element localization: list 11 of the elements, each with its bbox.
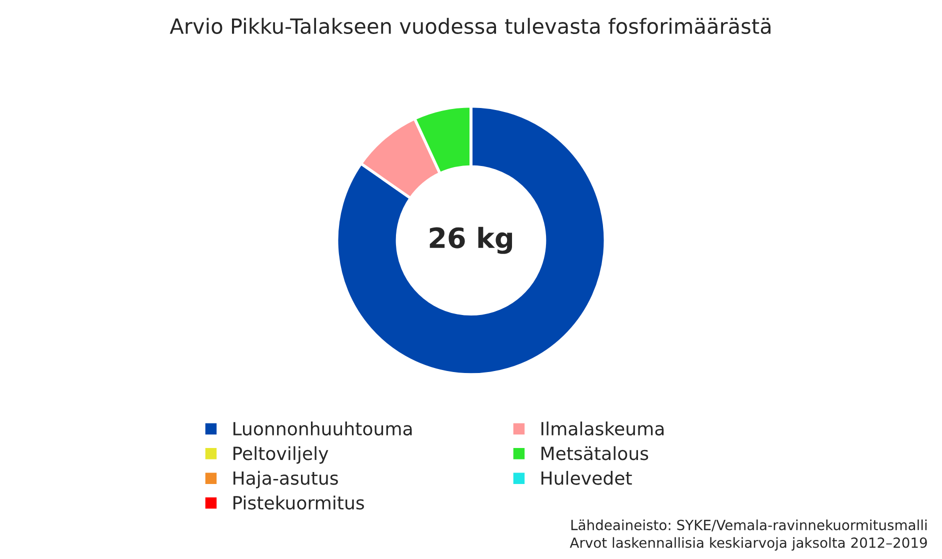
chart-title: Arvio Pikku-Talakseen vuodessa tulevasta fosforimäärästä xyxy=(170,18,770,34)
donut-slice xyxy=(335,104,607,376)
text: 26 kg xyxy=(430,226,512,254)
legend-label: Pistekuormitus xyxy=(234,496,364,510)
legend-label: Ilmalaskeuma xyxy=(541,422,664,436)
legend-label: Haja-asutus xyxy=(234,470,338,488)
legend-label: Luonnonhuuhtouma xyxy=(234,422,412,436)
legend-label: Hulevedet xyxy=(541,470,632,485)
legend-label: Metsätalous xyxy=(541,446,648,460)
legend-label: Peltoviljely xyxy=(234,446,328,464)
text: Lähdeaineisto: SYKE/Vemala-ravinnekuormitusmalli Arvot laskennallisia keskiarvoja jaksolta 2012–2019 xyxy=(570,520,927,551)
